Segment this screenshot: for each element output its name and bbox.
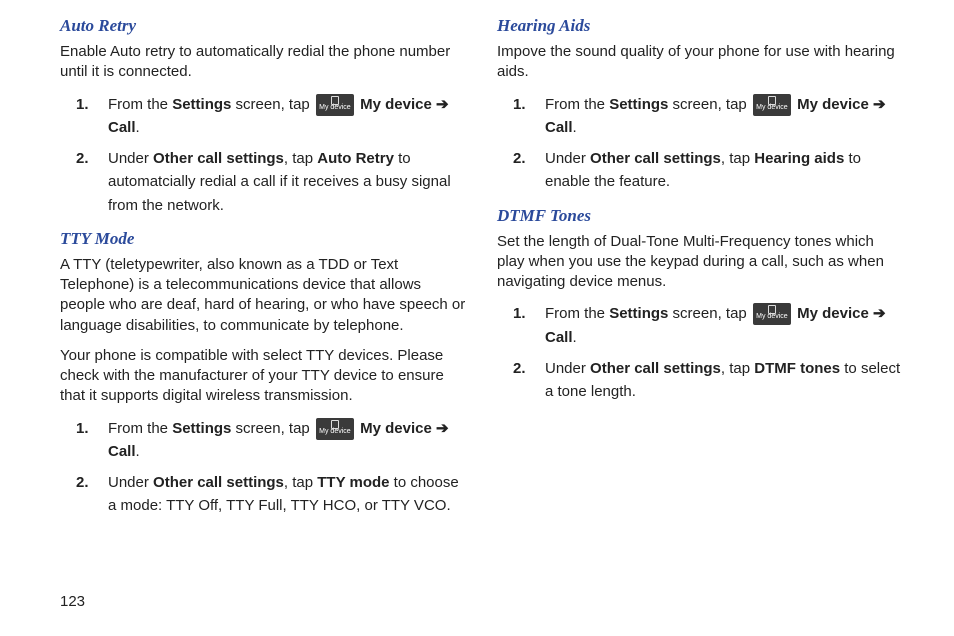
step-text: From the Settings screen, tap My device … <box>108 96 449 136</box>
text-fragment: , tap <box>721 360 754 377</box>
text-fragment: . <box>573 329 577 346</box>
page-number: 123 <box>60 593 85 610</box>
step-item: 1. From the Settings screen, tap My devi… <box>60 417 467 464</box>
bold-fragment: My device <box>797 96 869 113</box>
text-fragment: Under <box>108 150 153 167</box>
bold-fragment: Call <box>108 119 136 136</box>
step-text: Under Other call settings, tap DTMF tone… <box>545 360 900 400</box>
text-fragment: . <box>136 119 140 136</box>
section-dtmf-tones: DTMF Tones Set the length of Dual-Tone M… <box>497 206 904 404</box>
right-column: Hearing Aids Impove the sound quality of… <box>497 16 904 530</box>
heading-hearing-aids: Hearing Aids <box>497 16 904 36</box>
step-item: 1. From the Settings screen, tap My devi… <box>497 302 904 349</box>
left-column: Auto Retry Enable Auto retry to automati… <box>60 16 467 530</box>
arrow-icon: ➔ <box>432 420 449 437</box>
arrow-icon: ➔ <box>869 305 886 322</box>
step-number: 2. <box>513 357 526 380</box>
bold-fragment: My device <box>360 96 432 113</box>
bold-fragment: TTY mode <box>317 474 389 491</box>
intro-auto-retry: Enable Auto retry to automatically redia… <box>60 42 467 83</box>
step-number: 1. <box>76 93 89 116</box>
heading-dtmf-tones: DTMF Tones <box>497 206 904 226</box>
step-item: 2. Under Other call settings, tap TTY mo… <box>60 471 467 518</box>
text-fragment: Under <box>545 150 590 167</box>
bold-fragment: Hearing aids <box>754 150 844 167</box>
intro-tty-mode: A TTY (teletypewriter, also known as a T… <box>60 255 467 336</box>
step-number: 1. <box>513 93 526 116</box>
bold-fragment: Settings <box>609 96 668 113</box>
heading-auto-retry: Auto Retry <box>60 16 467 36</box>
text-fragment: From the <box>108 420 172 437</box>
bold-fragment: Settings <box>172 96 231 113</box>
manual-page: Auto Retry Enable Auto retry to automati… <box>0 0 954 636</box>
step-item: 2. Under Other call settings, tap Hearin… <box>497 147 904 194</box>
text-fragment: From the <box>108 96 172 113</box>
bold-fragment: Call <box>545 329 573 346</box>
step-number: 1. <box>76 417 89 440</box>
step-text: From the Settings screen, tap My device … <box>108 420 449 460</box>
bold-fragment: My device <box>797 305 869 322</box>
bold-fragment: Call <box>545 119 573 136</box>
text-fragment: , tap <box>721 150 754 167</box>
step-text: From the Settings screen, tap My device … <box>545 305 886 345</box>
step-text: From the Settings screen, tap My device … <box>545 96 886 136</box>
bold-fragment: Settings <box>172 420 231 437</box>
step-number: 2. <box>76 471 89 494</box>
step-number: 2. <box>76 147 89 170</box>
bold-fragment: Other call settings <box>590 150 721 167</box>
text-fragment: screen, tap <box>668 96 751 113</box>
steps-tty-mode: 1. From the Settings screen, tap My devi… <box>60 417 467 518</box>
heading-tty-mode: TTY Mode <box>60 229 467 249</box>
steps-hearing-aids: 1. From the Settings screen, tap My devi… <box>497 93 904 194</box>
bold-fragment: Other call settings <box>590 360 721 377</box>
step-text: Under Other call settings, tap Hearing a… <box>545 150 861 190</box>
step-text: Under Other call settings, tap Auto Retr… <box>108 150 451 214</box>
arrow-icon: ➔ <box>432 96 449 113</box>
step-item: 2. Under Other call settings, tap DTMF t… <box>497 357 904 404</box>
bold-fragment: My device <box>360 420 432 437</box>
step-item: 1. From the Settings screen, tap My devi… <box>60 93 467 140</box>
bold-fragment: DTMF tones <box>754 360 840 377</box>
bold-fragment: Auto Retry <box>317 150 394 167</box>
text-fragment: . <box>573 119 577 136</box>
bold-fragment: Other call settings <box>153 474 284 491</box>
step-number: 2. <box>513 147 526 170</box>
text-fragment: . <box>136 443 140 460</box>
step-text: Under Other call settings, tap TTY mode … <box>108 474 459 514</box>
text-fragment: screen, tap <box>668 305 751 322</box>
section-auto-retry: Auto Retry Enable Auto retry to automati… <box>60 16 467 217</box>
two-column-layout: Auto Retry Enable Auto retry to automati… <box>60 16 904 530</box>
text-fragment: From the <box>545 305 609 322</box>
section-hearing-aids: Hearing Aids Impove the sound quality of… <box>497 16 904 194</box>
bold-fragment: Settings <box>609 305 668 322</box>
step-item: 2. Under Other call settings, tap Auto R… <box>60 147 467 217</box>
text-fragment: Under <box>108 474 153 491</box>
my-device-icon: My device <box>753 303 791 325</box>
steps-auto-retry: 1. From the Settings screen, tap My devi… <box>60 93 467 217</box>
intro-hearing-aids: Impove the sound quality of your phone f… <box>497 42 904 83</box>
intro-dtmf-tones: Set the length of Dual-Tone Multi-Freque… <box>497 232 904 293</box>
bold-fragment: Call <box>108 443 136 460</box>
text-fragment: , tap <box>284 474 317 491</box>
bold-fragment: Other call settings <box>153 150 284 167</box>
arrow-icon: ➔ <box>869 96 886 113</box>
step-item: 1. From the Settings screen, tap My devi… <box>497 93 904 140</box>
steps-dtmf-tones: 1. From the Settings screen, tap My devi… <box>497 302 904 403</box>
my-device-icon: My device <box>753 94 791 116</box>
my-device-icon: My device <box>316 94 354 116</box>
text-fragment: screen, tap <box>231 96 314 113</box>
text-fragment: screen, tap <box>231 420 314 437</box>
step-number: 1. <box>513 302 526 325</box>
text-fragment: Under <box>545 360 590 377</box>
section-tty-mode: TTY Mode A TTY (teletypewriter, also kno… <box>60 229 467 518</box>
text-fragment: , tap <box>284 150 317 167</box>
para-tty-mode: Your phone is compatible with select TTY… <box>60 346 467 407</box>
my-device-icon: My device <box>316 418 354 440</box>
text-fragment: From the <box>545 96 609 113</box>
